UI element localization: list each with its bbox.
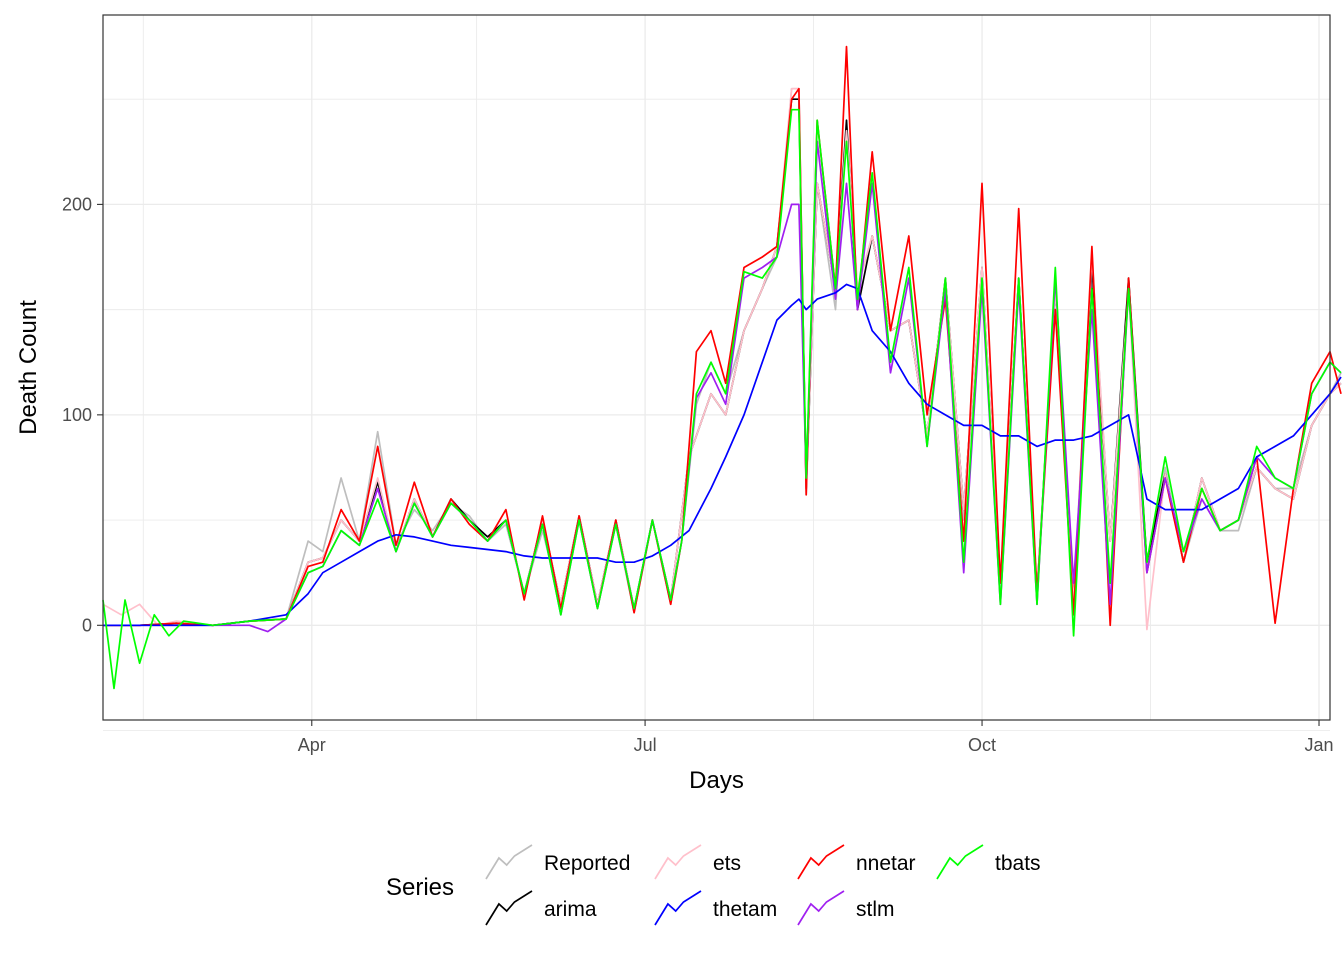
- legend-label-thetam: thetam: [713, 898, 777, 921]
- y-tick-label: 200: [62, 194, 92, 214]
- series-line-nnetar: [103, 45, 1342, 627]
- x-tick-label: Oct: [968, 735, 996, 755]
- y-axis-ticks: 0 100 200: [62, 194, 103, 635]
- x-axis-title: Days: [689, 767, 744, 794]
- y-tick-label: 100: [62, 405, 92, 425]
- legend-label-nnetar: nnetar: [856, 852, 916, 875]
- series-line-thetam: [103, 283, 1342, 627]
- legend-label-tbats: tbats: [995, 852, 1041, 875]
- series-line-reported: [103, 87, 1342, 627]
- y-axis-title: Death Count: [15, 300, 42, 435]
- series-line-ets: [102, 87, 1342, 631]
- plot-panel-border: [102, 14, 1331, 721]
- series-line-tbats: [102, 108, 1342, 690]
- series-line-arima: [103, 98, 1342, 627]
- x-axis-ticks: Apr Jul Oct Jan: [298, 720, 1334, 755]
- legend-title: Series: [386, 874, 454, 901]
- minor-gridlines: [103, 15, 1330, 731]
- legend-label-stlm: stlm: [856, 898, 895, 921]
- legend-key-tbats: [936, 844, 984, 880]
- legend-key-ets: [654, 844, 702, 880]
- legend-key-thetam: [654, 890, 702, 926]
- major-gridlines: [103, 15, 1330, 720]
- series-lines: [102, 45, 1342, 690]
- legend-label-arima: arima: [544, 898, 597, 921]
- y-tick-label: 0: [82, 615, 92, 635]
- legend: Series Reported arima ets thetam nnetar stlm t…: [386, 844, 1041, 926]
- x-tick-label: Jan: [1304, 735, 1333, 755]
- legend-key-stlm: [797, 890, 845, 926]
- legend-label-reported: Reported: [544, 852, 630, 875]
- legend-key-arima: [485, 890, 533, 926]
- legend-label-ets: ets: [713, 852, 741, 875]
- legend-key-nnetar: [797, 844, 845, 880]
- legend-key-reported: [485, 844, 533, 880]
- x-tick-label: Jul: [634, 735, 657, 755]
- x-tick-label: Apr: [298, 735, 326, 755]
